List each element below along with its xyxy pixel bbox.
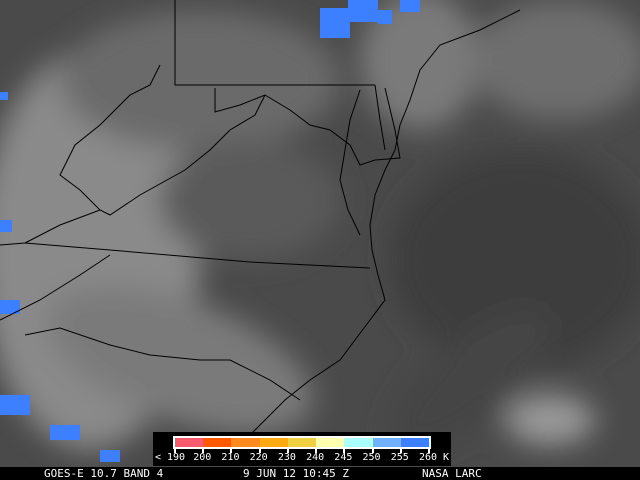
legend-swatch [259,438,288,447]
legend-label: < 190 [154,452,186,463]
delaware-border [374,84,386,151]
legend-swatch [372,438,401,447]
legend-swatch [316,438,345,447]
source-label: NASA LARC [422,467,482,480]
legend-label: 260 K [418,452,450,463]
color-scale-bar [173,436,431,449]
legend-tick [428,448,430,453]
sc-border [24,327,301,401]
legend-tick [343,448,346,453]
legend-swatch [231,438,260,447]
satellite-label: GOES-E 10.7 BAND 4 [44,467,164,480]
satellite-image [0,0,640,467]
state-borders [0,0,521,436]
legend-swatch [175,438,204,447]
status-bar: GOES-E 10.7 BAND 4 9 JUN 12 10:45 Z NASA… [0,467,640,480]
temperature-legend: < 190 200 210 220 230 240 245 250 255 260 K [153,432,451,466]
kentucky-tennessee-border [0,209,111,321]
coastline [249,9,521,436]
cold-cloud-tops [0,0,420,462]
virginia-nc-border [24,242,371,269]
legend-tick [286,448,289,453]
pennsylvania-border [174,0,375,86]
legend-label: 230 [277,452,296,463]
maryland-border [214,87,401,166]
legend-tick [202,448,205,453]
legend-swatch [287,438,317,447]
legend-tick [258,448,261,453]
cloud-field [0,0,640,452]
legend-tick [371,448,374,453]
legend-label: 220 [249,452,268,463]
legend-label: 210 [221,452,240,463]
legend-label: 245 [334,452,353,463]
legend-tick [230,448,233,453]
legend-label: 240 [306,452,325,463]
legend-label: 250 [362,452,381,463]
legend-tick [315,448,318,453]
legend-swatch [203,438,232,447]
legend-swatch [400,438,429,447]
legend-label: 255 [390,452,409,463]
legend-swatch [344,438,373,447]
datetime-label: 9 JUN 12 10:45 Z [243,467,349,480]
chesapeake-bay [339,89,361,236]
legend-tick [174,448,176,453]
legend-tick [399,448,402,453]
legend-label: 200 [193,452,212,463]
